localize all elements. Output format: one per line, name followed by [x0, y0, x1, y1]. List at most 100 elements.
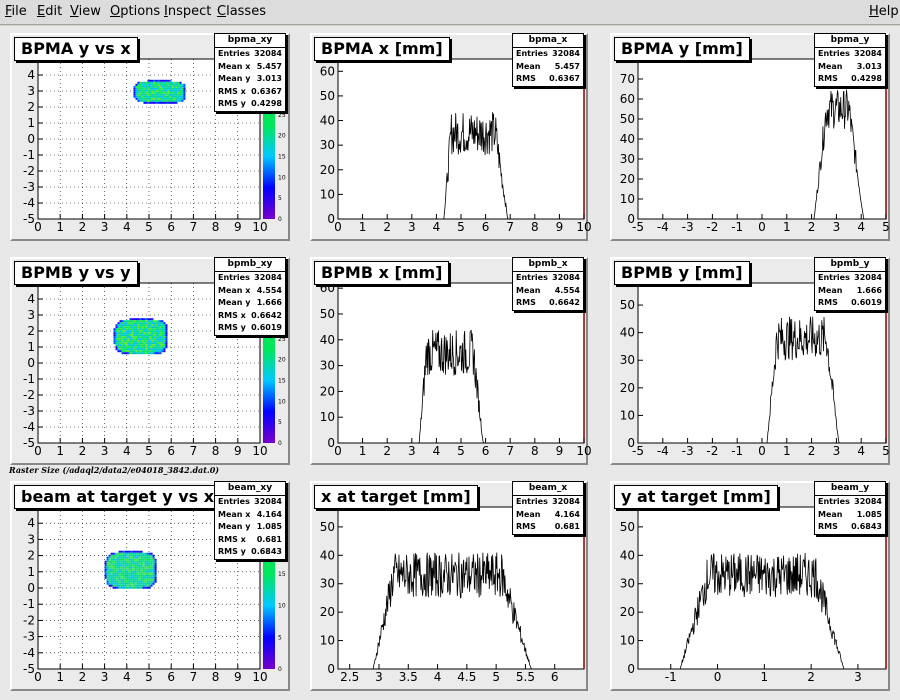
y-tick-label: 40	[320, 548, 335, 562]
stats-box[interactable]: bpmb_y Entries 32084 Mean 1.666 RMS 0.6019	[814, 257, 886, 311]
heatmap-cell	[141, 95, 144, 98]
stats-row: RMS y 0.6019	[215, 322, 285, 335]
heatmap-cell	[120, 558, 123, 561]
heatmap-cell	[119, 344, 122, 347]
heatmap-cell	[135, 344, 138, 347]
pad-bpma_y[interactable]: -5-4-3-2-101234501020304050607080BPMA y …	[610, 33, 890, 241]
heatmap-cell	[140, 568, 143, 571]
heatmap-cell	[133, 93, 136, 96]
menu-classes[interactable]: Classes	[217, 4, 266, 19]
heatmap-cell	[142, 574, 145, 577]
stats-row: RMS x 0.6367	[215, 86, 285, 99]
pad-beam_x[interactable]: 2.5 3 3.5 4 4.5 5 5.5 6 0 10 20 30 40 50 x at target […	[310, 481, 588, 691]
heatmap-cell	[175, 97, 178, 100]
heatmap-cell	[147, 322, 150, 325]
stats-box[interactable]: bpma_x Entries 32084 Mean 5.457 RMS 0.6367	[512, 33, 584, 87]
heatmap-cell	[120, 584, 123, 587]
heatmap-cell	[132, 556, 135, 559]
palette-tick-label: 0	[278, 440, 282, 447]
x-tick-label: 1	[56, 670, 64, 684]
stats-value: 0.6843	[251, 547, 282, 556]
pad-bpmb_x[interactable]: 0 1 2 3 4 5 6 7 8 9 10 0 10 20 30 40 50 60 BPMB x [mm] bpmb…	[310, 257, 592, 465]
heatmap-cell	[138, 552, 141, 555]
pad-bpma_x[interactable]: 0 1 2 3 4 5 6 7 8 9 10 0 10 20 30 40 50 60 BPMA x [mm] bpma…	[310, 33, 592, 241]
heatmap-cell	[127, 322, 130, 325]
heatmap-cell	[110, 558, 113, 561]
pad-bpmb_xy[interactable]: 0 5 10 15 20 25 0 1 2 3 4 5 6 7 8 9 10 -5 -4 -3 -2 -1 0 1 2 3 4 BPM…	[10, 257, 290, 465]
x-tick-label: -1	[665, 670, 677, 684]
pad-bpmb_y[interactable]: -5 -4 -3 -2 -1 0 1 2 3 4 5 0 10 20 30 40 50 BPMB y [mm] bp…	[610, 257, 890, 465]
stats-box[interactable]: bpma_xy Entries 32084 Mean x 5.457 Mean y 3.01…	[214, 33, 286, 112]
pad-bpma_xy[interactable]: 0 5 10 15 20 25 0 1 2 3 4 5 6 7 8 9 10 -5 -4 -3 -2 -1 0 1 2 3 4 BPM…	[10, 33, 290, 241]
heatmap-cell	[128, 550, 131, 553]
x-tick-label: 0	[758, 220, 766, 234]
heatmap-cell	[130, 560, 133, 563]
heatmap-cell	[133, 336, 136, 339]
heatmap-cell	[127, 342, 130, 345]
heatmap-cell	[122, 578, 125, 581]
heatmap-cell	[139, 336, 142, 339]
menu-help[interactable]: Help	[869, 4, 899, 19]
pad-beam_y[interactable]: -1 0 1 2 3 0 10 20 30 40 50 y at target [mm] beam_y E…	[610, 481, 890, 691]
menu-options[interactable]: Options	[110, 4, 161, 19]
heatmap-cell	[115, 334, 118, 337]
heatmap-cell	[159, 79, 162, 82]
heatmap-cell	[151, 324, 154, 327]
heatmap-cell	[141, 324, 144, 327]
heatmap-cell	[179, 91, 182, 94]
heatmap-cell	[141, 350, 144, 353]
heatmap-cell	[140, 570, 143, 573]
heatmap-cell	[144, 558, 147, 561]
heatmap-cell	[110, 552, 113, 555]
heatmap-cell	[108, 568, 111, 571]
heatmap-cell	[151, 330, 154, 333]
heatmap-cell	[153, 334, 156, 337]
stats-box[interactable]: bpma_y Entries 32084 Mean 3.013 RMS 0.4298	[814, 33, 886, 87]
stats-box[interactable]: bpmb_x Entries 32084 Mean 4.554 RMS 0.6642	[512, 257, 584, 311]
heatmap-cell	[147, 352, 150, 355]
heatmap-cell	[143, 99, 146, 102]
heatmap-cell	[145, 322, 148, 325]
menu-edit[interactable]: Edit	[37, 4, 63, 19]
heatmap-cell	[122, 564, 125, 567]
heatmap-cell	[139, 91, 142, 94]
heatmap-cell	[130, 554, 133, 557]
heatmap-cell	[145, 348, 148, 351]
menu-file[interactable]: File	[5, 4, 27, 19]
root-canvas[interactable]: 0 5 10 15 20 25 0 1 2 3 4 5 6 7 8 9 10 -5 -4 -3 -2 -1 0 1 2 3 4 BPM…	[0, 26, 900, 700]
pad-beam_xy[interactable]: 0 5 10 15 0 1 2 3 4 5 6 7 8 9 10 -5 -4 -3 -2 -1 0 1 2 3 4 beam at…	[10, 481, 290, 691]
stats-row: Entries 32084	[513, 48, 583, 61]
heatmap-cell	[142, 584, 145, 587]
heatmap-cell	[146, 566, 149, 569]
x-tick-label: 10	[252, 444, 267, 458]
menu-inspect[interactable]: Inspect	[164, 4, 212, 19]
heatmap-cell	[118, 550, 121, 553]
stats-box[interactable]: beam_y Entries 32084 Mean 1.085 RMS 0.6843	[814, 481, 886, 535]
heatmap-cell	[139, 85, 142, 88]
heatmap-cell	[179, 81, 182, 84]
heatmap-cell	[171, 85, 174, 88]
heatmap-cell	[141, 332, 144, 335]
heatmap-cell	[112, 574, 115, 577]
heatmap-cell	[126, 552, 129, 555]
heatmap-cell	[161, 320, 164, 323]
heatmap-cell	[144, 574, 147, 577]
heatmap-cell	[181, 91, 184, 94]
heatmap-cell	[169, 81, 172, 84]
heatmap-cell	[140, 572, 143, 575]
heatmap-cell	[165, 328, 168, 331]
heatmap-cell	[138, 550, 141, 553]
heatmap-cell	[122, 562, 125, 565]
stats-box[interactable]: beam_xy Entries 32084 Mean x 4.164 Mean y 1.08…	[214, 481, 286, 560]
heatmap-cell	[145, 85, 148, 88]
stats-row: Mean y 1.666	[215, 297, 285, 310]
stats-box[interactable]: beam_x Entries 32084 Mean 4.164 RMS 0.681	[512, 481, 584, 535]
menu-view[interactable]: View	[70, 4, 101, 19]
heatmap-cell	[123, 328, 126, 331]
heatmap-cell	[154, 576, 157, 579]
stats-box[interactable]: bpmb_xy Entries 32084 Mean x 4.554 Mean y 1.66…	[214, 257, 286, 336]
y-tick-label: 3	[27, 84, 35, 98]
heatmap-cell	[142, 572, 145, 575]
heatmap-cell	[148, 562, 151, 565]
heatmap-cell	[159, 342, 162, 345]
